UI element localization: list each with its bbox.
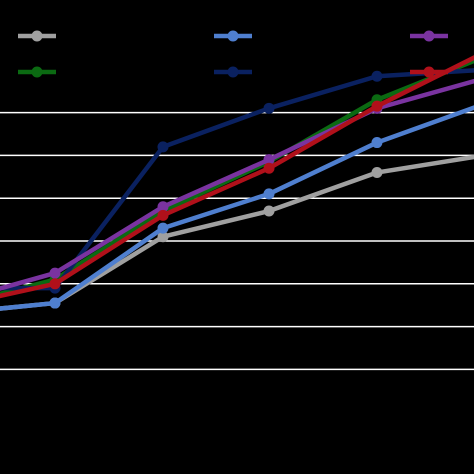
data-point [263,102,275,114]
legend-entry [18,30,56,42]
data-point [371,70,383,82]
series-line [0,58,474,297]
data-point [157,209,169,221]
data-point [157,222,169,234]
data-point [263,154,275,166]
legend-swatch-marker [227,66,239,78]
series-line [0,105,474,311]
data-point [263,188,275,200]
series-line [0,55,474,299]
legend-entry [214,66,252,78]
data-point [371,137,383,149]
series-lines [0,55,474,311]
data-point [157,231,169,243]
data-point [49,278,61,290]
legend [18,30,448,78]
legend-entry [214,30,252,42]
legend-entry [410,30,448,42]
data-point [371,167,383,179]
data-point [263,205,275,217]
legend-swatch-marker [423,66,435,78]
data-point [49,297,61,309]
legend-swatch-marker [31,66,43,78]
series-line [0,78,474,291]
legend-entry [18,66,56,78]
legend-swatch-marker [423,30,435,42]
legend-swatch-marker [227,30,239,42]
data-point [371,100,383,112]
data-point [263,162,275,174]
data-point [157,141,169,153]
data-point [157,201,169,213]
legend-swatch-marker [31,30,43,42]
legend-entry [410,66,448,78]
data-point [49,267,61,279]
